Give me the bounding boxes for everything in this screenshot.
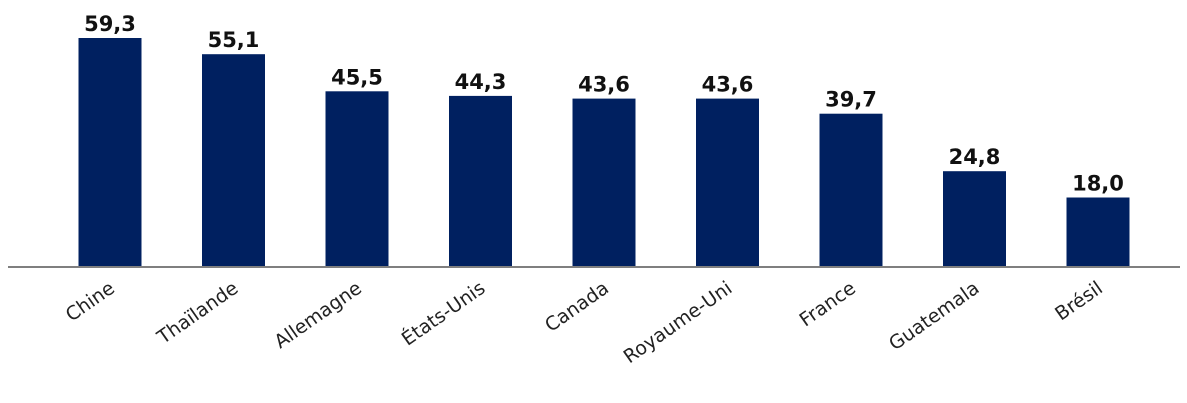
bar-value-label-0: 59,3 [84, 12, 136, 36]
bar-value-label-8: 18,0 [1072, 172, 1124, 196]
bar-7 [943, 171, 1006, 267]
category-label-2: Allemagne [270, 277, 366, 353]
category-label-0: Chine [62, 277, 119, 326]
bar-6 [819, 113, 883, 267]
bar-value-label-1: 55,1 [208, 28, 260, 52]
bar-3 [449, 95, 512, 268]
bar-4 [572, 98, 636, 267]
bar-value-label-2: 45,5 [331, 65, 383, 89]
category-label-5: Royaume-Uni [620, 277, 737, 368]
category-label-7: Guatemala [885, 277, 983, 355]
category-label-6: France [795, 277, 859, 331]
bar-value-label-5: 43,6 [702, 73, 754, 97]
bar-8 [1066, 197, 1130, 267]
bar-2 [325, 91, 389, 267]
bar-value-label-6: 39,7 [825, 88, 877, 112]
bar-5 [696, 98, 759, 267]
category-label-8: Brésil [1051, 277, 1107, 325]
bar-1 [202, 54, 265, 268]
category-label-3: États-Unis [397, 276, 489, 350]
category-label-4: Canada [541, 277, 613, 336]
bar-value-label-4: 43,6 [578, 73, 630, 97]
bar-value-label-3: 44,3 [455, 70, 507, 94]
category-label-1: Thaïlande [153, 277, 243, 349]
bar-value-label-7: 24,8 [949, 145, 1001, 169]
bar-0 [78, 38, 142, 267]
value-labels-group: 59,3 55,1 45,5 44,3 43,6 43,6 39,7 24,8 18,0 [84, 12, 1124, 196]
bars-group [78, 38, 1130, 268]
category-labels-group: Chine Thaïlande Allemagne États-Unis Canada R… [62, 276, 1107, 368]
